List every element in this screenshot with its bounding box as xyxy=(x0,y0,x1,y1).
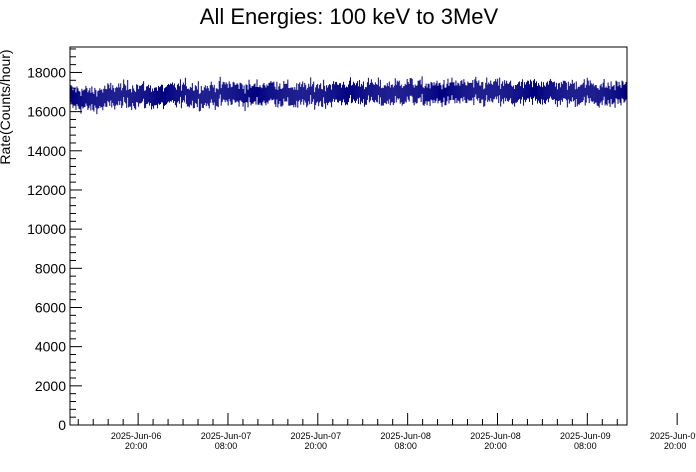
y-tick-label: 0 xyxy=(58,417,66,433)
x-tick-time-label: 20:00 xyxy=(125,441,148,451)
plot-frame xyxy=(69,46,628,426)
y-axis: 0 2000 4000 6000 8000 10000 12000 14000 16000 180… xyxy=(27,48,82,433)
x-axis: 2025-Jun-0620:002025-Jun-0708:002025-Jun… xyxy=(77,413,696,451)
x-tick-date-label: 2025-Jun-08 xyxy=(380,431,431,441)
x-tick-time-label: 20:00 xyxy=(484,441,507,451)
y-tick-label: 16000 xyxy=(27,104,66,120)
y-tick-label: 18000 xyxy=(27,64,66,80)
chart-title: All Energies: 100 keV to 3MeV xyxy=(200,4,499,29)
x-tick-time-label: 20:00 xyxy=(664,441,687,451)
y-tick-label: 6000 xyxy=(35,299,66,315)
y-tick-label: 2000 xyxy=(35,378,66,394)
x-tick-time-label: 08:00 xyxy=(215,441,238,451)
x-tick-date-label: 2025-Jun-09 xyxy=(650,431,696,441)
x-tick-time-label: 20:00 xyxy=(305,441,328,451)
y-tick-label: 8000 xyxy=(35,260,66,276)
x-tick-date-label: 2025-Jun-06 xyxy=(111,431,162,441)
x-tick-date-label: 2025-Jun-07 xyxy=(291,431,342,441)
data-series xyxy=(70,76,627,115)
x-tick-date-label: 2025-Jun-07 xyxy=(201,431,252,441)
y-axis-label: Rate(Counts/hour) xyxy=(0,49,13,164)
x-tick-date-label: 2025-Jun-09 xyxy=(560,431,611,441)
y-tick-label: 4000 xyxy=(35,339,66,355)
y-tick-label: 12000 xyxy=(27,182,66,198)
x-tick-date-label: 2025-Jun-08 xyxy=(470,431,521,441)
y-tick-label: 14000 xyxy=(27,143,66,159)
y-tick-label: 10000 xyxy=(27,221,66,237)
x-tick-time-label: 08:00 xyxy=(394,441,417,451)
x-tick-time-label: 08:00 xyxy=(574,441,597,451)
